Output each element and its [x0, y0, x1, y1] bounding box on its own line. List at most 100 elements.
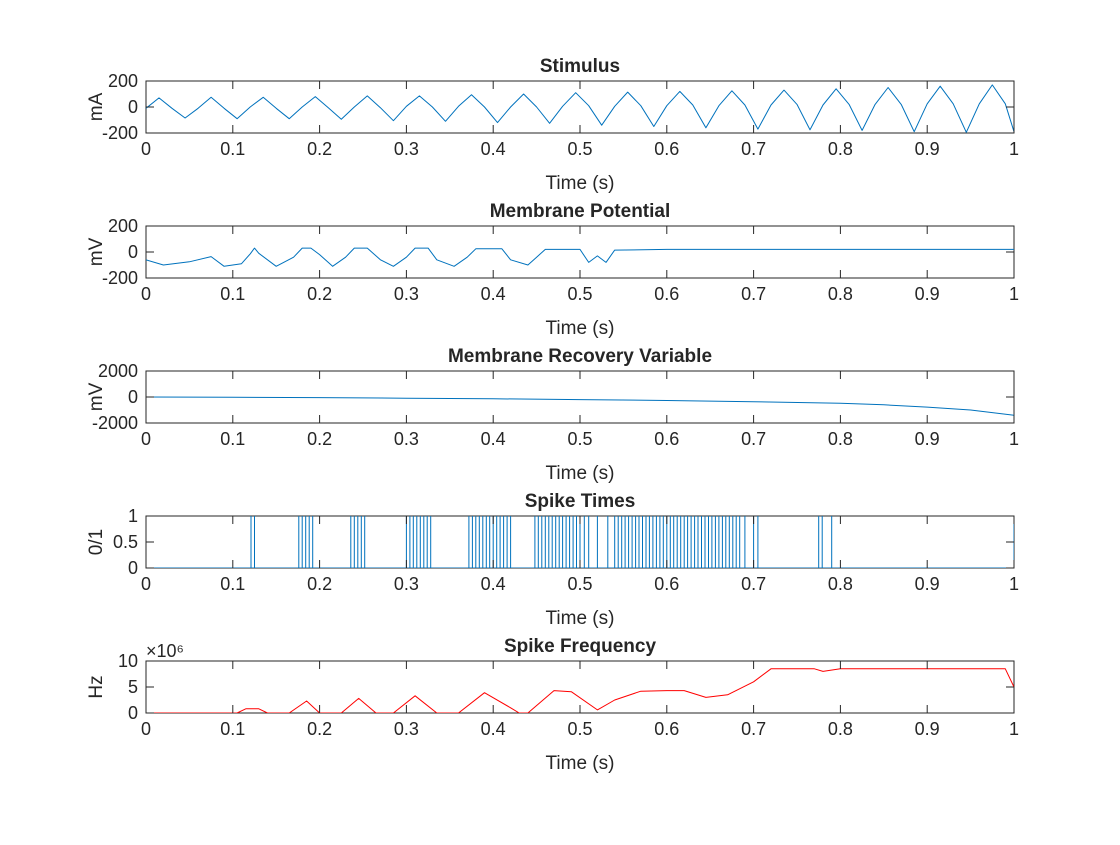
x-tick-label: 0.3 [394, 139, 419, 159]
x-tick-label: 0.5 [567, 139, 592, 159]
y-tick-label: 0.5 [113, 532, 138, 552]
x-tick-label: 0.3 [394, 719, 419, 739]
y-tick-label: 0 [128, 387, 138, 407]
x-tick-label: 0.6 [654, 429, 679, 449]
chart-title: Stimulus [540, 56, 620, 77]
x-tick-label: 0.1 [220, 719, 245, 739]
series-line-recovery-variable [146, 396, 1014, 416]
x-tick-label: 0.3 [394, 284, 419, 304]
chart-panel-2: 0 0.1 0.2 0.3 0.4 0.5 0.6 0.7 0.8 0.9 1-2000200Mem… [86, 201, 1019, 339]
x-tick-label: 0.4 [481, 139, 506, 159]
x-tick-label: 0.3 [394, 429, 419, 449]
x-tick-label: 0 [141, 284, 151, 304]
data-layer [146, 396, 1014, 416]
y-tick-label: 200 [108, 71, 138, 91]
y-tick-label: -200 [102, 123, 138, 143]
y-axis-label: mV [86, 237, 107, 266]
x-tick-label: 0.2 [307, 429, 332, 449]
x-tick-label: 0.9 [915, 574, 940, 594]
x-tick-label: 0.4 [481, 284, 506, 304]
x-tick-label: 0 [141, 719, 151, 739]
x-tick-label: 0.8 [828, 429, 853, 449]
chart-panel-4: 0 0.1 0.2 0.3 0.4 0.5 0.6 0.7 0.8 0.9 1 0 0.5 1 Spike … [86, 491, 1019, 629]
x-tick-label: 0.8 [828, 719, 853, 739]
x-tick-label: 0.5 [567, 574, 592, 594]
x-tick-label: 0 [141, 139, 151, 159]
x-tick-label: 0 [141, 574, 151, 594]
x-tick-label: 0.4 [481, 719, 506, 739]
x-axis-label: Time (s) [546, 173, 615, 194]
x-axis-label: Time (s) [546, 318, 615, 339]
x-tick-label: 0.6 [654, 139, 679, 159]
x-tick-label: 1 [1009, 574, 1019, 594]
axes-box [145, 660, 1015, 714]
chart-title: Spike Times [525, 491, 636, 512]
x-axis-label: Time (s) [546, 463, 615, 484]
x-axis-label: Time (s) [546, 608, 615, 629]
series-line-spikes [146, 516, 1014, 568]
x-tick-label: 0.8 [828, 574, 853, 594]
x-axis-label: Time (s) [546, 753, 615, 774]
x-tick-label: 0.7 [741, 429, 766, 449]
x-tick-label: 0.8 [828, 139, 853, 159]
data-layer [146, 247, 1014, 267]
series-line-stimulus [146, 84, 1014, 133]
y-axis-label: mV [86, 382, 107, 411]
x-tick-label: 0.6 [654, 574, 679, 594]
x-tick-label: 0.1 [220, 574, 245, 594]
x-tick-label: 0.9 [915, 139, 940, 159]
x-tick-label: 0 [141, 429, 151, 449]
x-tick-label: 0.9 [915, 719, 940, 739]
chart-title: Spike Frequency [504, 636, 656, 657]
x-tick-label: 0.3 [394, 574, 419, 594]
data-layer [146, 668, 1014, 713]
x-tick-label: 0.1 [220, 429, 245, 449]
y-tick-label: 5 [128, 677, 138, 697]
x-tick-label: 0.5 [567, 719, 592, 739]
x-tick-label: 0.2 [307, 139, 332, 159]
x-tick-label: 0.5 [567, 429, 592, 449]
x-tick-label: 1 [1009, 284, 1019, 304]
x-tick-label: 0.4 [481, 574, 506, 594]
chart-title: Membrane Potential [490, 201, 671, 222]
y-axis-label: 0/1 [86, 529, 107, 555]
y-tick-label: 2000 [98, 361, 138, 381]
y-tick-label: -200 [102, 268, 138, 288]
y-tick-label: -2000 [92, 413, 138, 433]
y-exponent-label: ×10⁶ [146, 641, 184, 661]
x-tick-label: 0.2 [307, 719, 332, 739]
axes-box [145, 80, 1015, 134]
x-tick-label: 0.1 [220, 139, 245, 159]
x-tick-label: 0.6 [654, 719, 679, 739]
chart-panel-3: 0 0.1 0.2 0.3 0.4 0.5 0.6 0.7 0.8 0.9 1-200002000M… [86, 346, 1019, 484]
y-tick-label: 1 [128, 506, 138, 526]
y-axis-label: mA [86, 92, 107, 121]
series-line-membrane-potential [146, 247, 1014, 267]
x-tick-label: 0.7 [741, 139, 766, 159]
x-tick-label: 1 [1009, 139, 1019, 159]
x-tick-label: 0.2 [307, 284, 332, 304]
data-layer [146, 84, 1014, 133]
x-tick-label: 0.7 [741, 284, 766, 304]
x-tick-label: 0.7 [741, 574, 766, 594]
series-line-spike-frequency [146, 668, 1014, 713]
x-tick-label: 0.1 [220, 284, 245, 304]
y-tick-label: 200 [108, 216, 138, 236]
x-tick-label: 0.2 [307, 574, 332, 594]
x-tick-label: 1 [1009, 429, 1019, 449]
x-tick-label: 0.5 [567, 284, 592, 304]
x-tick-label: 0.9 [915, 284, 940, 304]
y-tick-label: 0 [128, 97, 138, 117]
x-tick-label: 0.6 [654, 284, 679, 304]
y-tick-label: 0 [128, 242, 138, 262]
chart-title: Membrane Recovery Variable [448, 346, 712, 367]
data-layer [146, 516, 1014, 568]
chart-panel-1: 0 0.1 0.2 0.3 0.4 0.5 0.6 0.7 0.8 0.9 1-2000200Sti… [86, 56, 1019, 194]
x-tick-label: 1 [1009, 719, 1019, 739]
x-tick-label: 0.7 [741, 719, 766, 739]
x-tick-label: 0.4 [481, 429, 506, 449]
x-tick-label: 0.8 [828, 284, 853, 304]
